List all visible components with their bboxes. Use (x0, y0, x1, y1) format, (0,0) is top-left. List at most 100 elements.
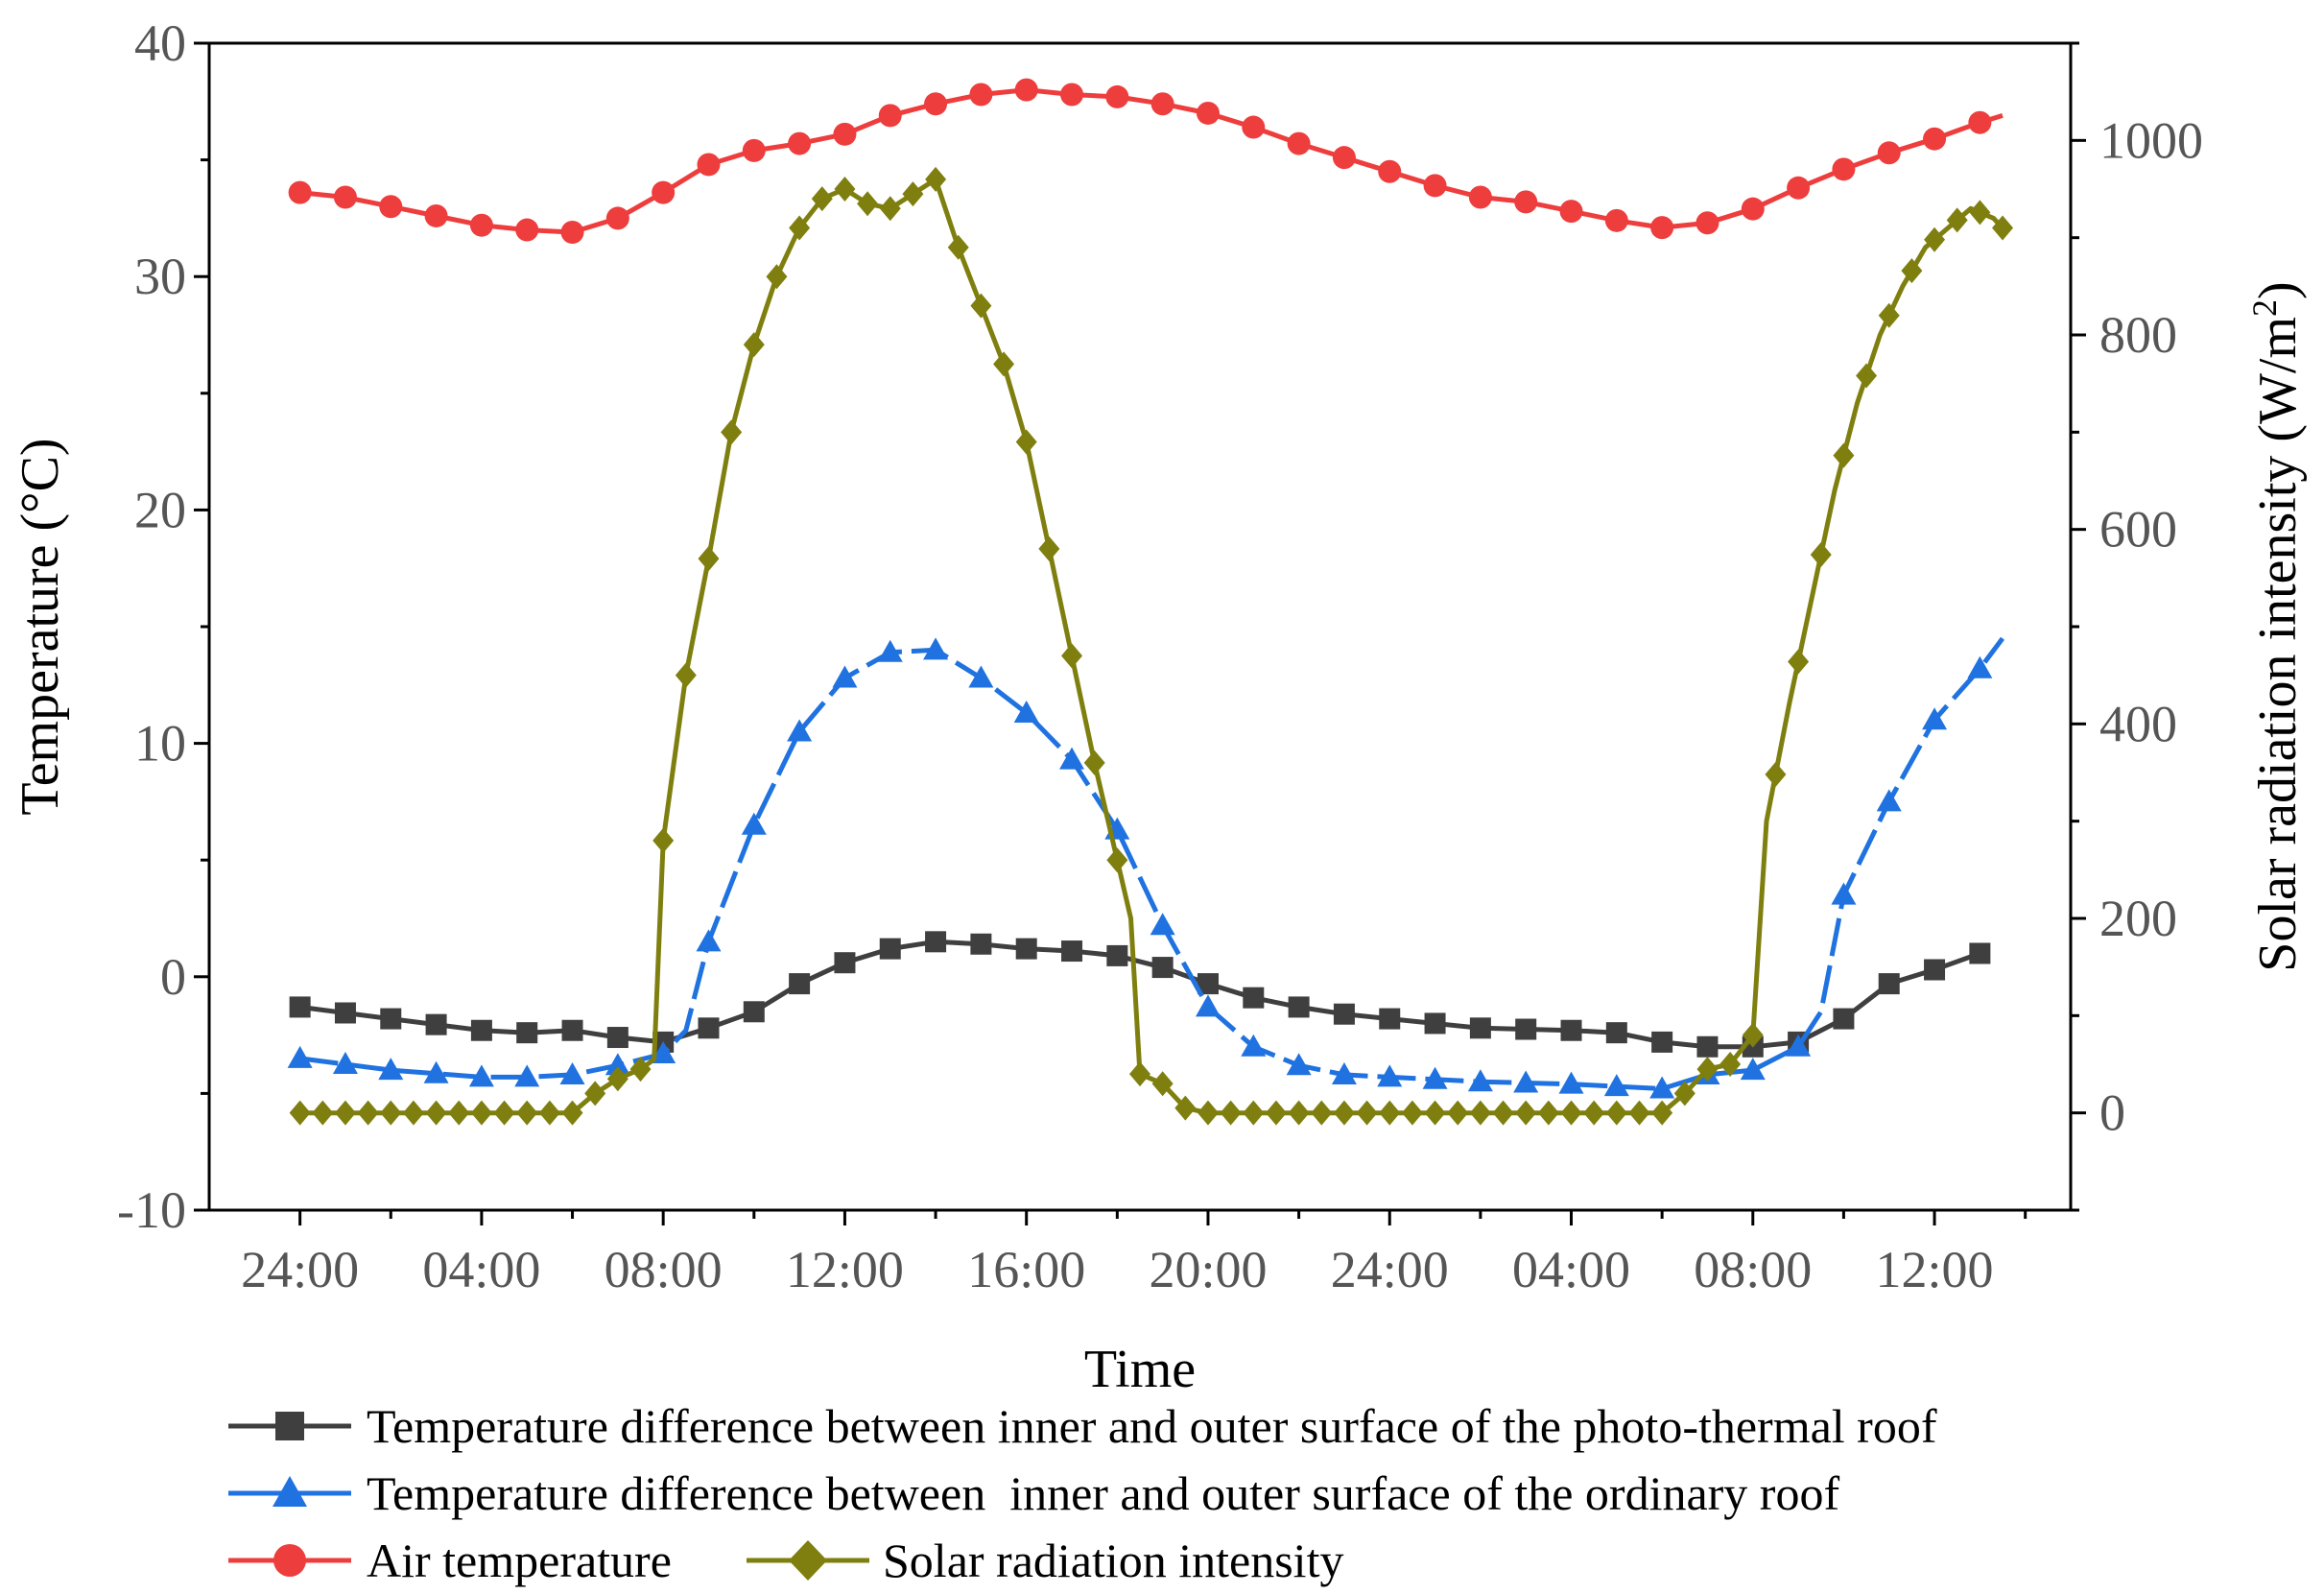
data-point-diamond (561, 1100, 583, 1126)
x-tick-label: 12:00 (1876, 1241, 1994, 1298)
data-point-diamond (516, 1100, 538, 1126)
data-point-circle (1650, 216, 1674, 240)
series-photo-thermal (289, 931, 1991, 1058)
y-left-tick-label: 0 (160, 948, 186, 1006)
data-point-square (380, 1008, 402, 1030)
data-point-triangle (1558, 1071, 1584, 1094)
data-point-square (561, 1019, 583, 1041)
data-point-circle (1196, 101, 1220, 125)
data-point-triangle (514, 1064, 540, 1087)
data-point-square (1288, 996, 1310, 1018)
data-point-circle (424, 203, 448, 227)
data-point-circle (515, 218, 539, 242)
legend-item-solar-radiation: Solar radiation intensity (747, 1534, 1343, 1587)
data-point-circle (560, 220, 584, 244)
y-right-tick-label: 800 (2099, 306, 2177, 364)
series-air-temperature (288, 78, 2004, 244)
data-point-diamond (902, 181, 924, 207)
data-point-square (1651, 1031, 1673, 1053)
data-point-diamond (1038, 535, 1060, 561)
data-point-square (879, 938, 901, 960)
data-point-diamond (425, 1100, 447, 1126)
data-point-diamond (1129, 1061, 1150, 1087)
data-point-diamond (1265, 1100, 1287, 1126)
data-point-diamond (1447, 1100, 1469, 1126)
data-point-square (516, 1022, 538, 1044)
data-point-circle (1105, 84, 1129, 108)
data-point-diamond (1992, 215, 2014, 241)
data-point-square (834, 952, 856, 974)
data-point-square (1560, 1019, 1582, 1041)
data-point-circle (605, 206, 629, 230)
data-point-circle (1741, 197, 1765, 221)
data-point-diamond (1878, 302, 1900, 328)
data-point-triangle (1195, 994, 1221, 1017)
data-point-square (970, 933, 992, 955)
data-point-triangle (1241, 1034, 1267, 1057)
data-point-square (1333, 1003, 1355, 1025)
data-point-circle (1559, 200, 1583, 224)
data-point-diamond (1946, 207, 1968, 233)
data-point-diamond (1220, 1100, 1242, 1126)
data-point-square (925, 931, 947, 953)
legend-item-ordinary: Temperature difference between inner and… (228, 1466, 1839, 1520)
y-right-tick-label: 1000 (2099, 111, 2203, 169)
data-point-circle (1968, 110, 1992, 134)
legend-marker-triangle-icon (273, 1476, 307, 1507)
data-point-diamond (1311, 1100, 1333, 1126)
y-right-tick-label: 0 (2099, 1084, 2125, 1142)
data-point-diamond (1469, 1100, 1491, 1126)
data-point-diamond (1628, 1100, 1650, 1126)
data-point-circle (1696, 211, 1719, 235)
x-tick-label: 20:00 (1149, 1241, 1267, 1298)
data-point-square (1151, 957, 1174, 979)
data-point-diamond (698, 546, 720, 572)
legend-item-air-temperature: Air temperature (228, 1534, 672, 1587)
series-line-solar-radiation (299, 177, 2004, 1116)
data-point-triangle (1377, 1064, 1403, 1087)
data-point-diamond (1719, 1052, 1742, 1077)
data-point-diamond (1901, 258, 1923, 284)
data-point-circle (469, 213, 493, 237)
x-tick-label: 04:00 (1512, 1241, 1630, 1298)
series-line-photo-thermal (299, 939, 1981, 1050)
data-point-diamond (766, 264, 788, 290)
data-point-diamond (289, 1100, 311, 1126)
data-point-diamond (357, 1100, 379, 1126)
series-ordinary (287, 636, 2005, 1099)
legend-item-photo-thermal: Temperature difference between inner and… (228, 1399, 1937, 1453)
data-point-diamond (1560, 1100, 1582, 1126)
legend-marker-diamond-icon (789, 1540, 827, 1581)
data-point-diamond (879, 196, 901, 222)
y-right-axis-title-base: Solar radiation intensity (W/m (2248, 317, 2308, 972)
data-point-diamond (1673, 1081, 1696, 1106)
data-point-diamond (606, 1066, 628, 1092)
x-tick-label: 16:00 (967, 1241, 1085, 1298)
data-point-triangle (559, 1061, 585, 1084)
x-axis: 24:00 04:00 08:00 12:00 16:00 20:00 24:00 04:00… (241, 1210, 2028, 1298)
data-point-triangle (1922, 707, 1948, 730)
data-point-circle (1378, 159, 1402, 183)
data-point-diamond (1788, 649, 1810, 675)
data-point-square (1424, 1012, 1446, 1035)
data-point-diamond (811, 186, 833, 212)
legend-label-photo-thermal: Temperature difference between inner and… (367, 1399, 1937, 1453)
data-point-circle (1423, 174, 1447, 198)
y-left-axis: -10 0 10 20 30 40 (117, 14, 209, 1239)
data-point-diamond (1174, 1095, 1197, 1121)
data-point-circle (288, 180, 312, 204)
data-point-diamond (993, 351, 1015, 377)
data-point-diamond (493, 1100, 515, 1126)
data-point-circle (1060, 83, 1084, 107)
data-point-circle (1150, 92, 1174, 116)
data-point-circle (697, 153, 721, 177)
data-point-triangle (1467, 1069, 1493, 1092)
data-point-triangle (1831, 882, 1857, 905)
data-point-square (1969, 942, 1991, 964)
y-right-axis-title-sup: 2 (2245, 299, 2284, 317)
data-point-triangle (287, 1045, 313, 1068)
data-point-diamond (1061, 643, 1083, 669)
data-point-diamond (448, 1100, 470, 1126)
data-point-triangle (877, 639, 903, 662)
data-point-triangle (741, 812, 767, 835)
